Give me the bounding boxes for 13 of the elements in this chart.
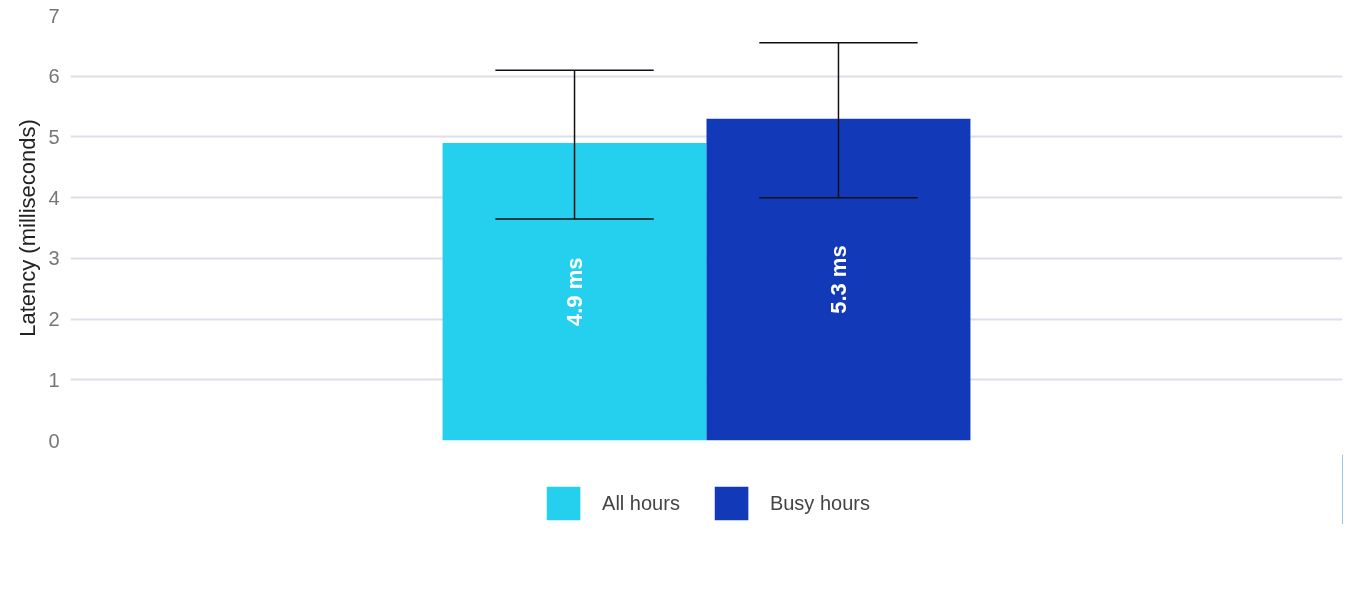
- y-tick-label: 3: [48, 247, 60, 270]
- y-tick-label: 4: [48, 186, 60, 209]
- y-tick-label: 7: [48, 4, 60, 27]
- y-axis-title: Latency (milliseconds): [15, 119, 41, 337]
- legend-label: Busy hours: [769, 491, 870, 515]
- y-tick-label: 6: [48, 65, 60, 88]
- y-tick-label: 2: [48, 308, 60, 331]
- y-tick-label: 1: [48, 368, 60, 391]
- data-label: 4.9 ms: [562, 257, 588, 326]
- y-tick-label: 5: [48, 125, 60, 148]
- legend-label: All hours: [602, 491, 680, 515]
- data-label: 5.3 ms: [825, 245, 851, 314]
- y-tick-label: 0: [48, 429, 60, 452]
